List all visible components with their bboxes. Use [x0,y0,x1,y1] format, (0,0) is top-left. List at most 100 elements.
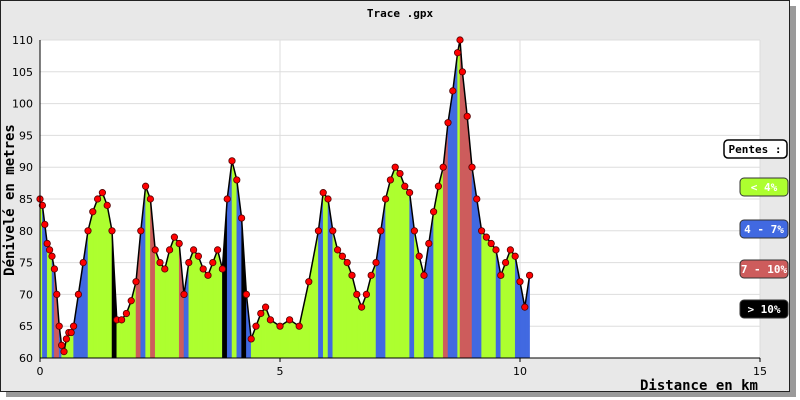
data-point [94,195,102,203]
slope-segment [49,249,53,359]
slope-segment [159,261,166,359]
data-point [319,189,327,197]
slope-segment [337,249,343,359]
legend-swatch [739,299,789,319]
data-point [60,348,68,356]
data-point [497,271,505,279]
legend-swatch [739,259,789,279]
data-point [214,246,222,254]
data-point [194,252,202,260]
y-tick-labels: 60 65 70 75 80 85 90 95 100 105 110 [12,34,33,365]
data-point [348,271,356,279]
data-point [132,278,140,286]
x-tick-label: 15 [753,365,767,378]
data-point [204,271,212,279]
data-point [175,239,183,248]
slope-segment [202,268,209,359]
data-point [295,322,303,330]
y-tick-label: 70 [19,288,33,301]
data-point [506,246,514,254]
data-point [329,227,337,235]
y-tick-label: 60 [19,352,33,365]
data-point [62,335,71,343]
data-point [401,182,409,190]
y-tick-label: 105 [12,66,33,79]
data-point [55,322,63,330]
slope-segment [390,167,396,359]
data-point [98,189,107,197]
data-point [199,265,207,273]
x-tick-label: 5 [277,365,284,378]
data-point [151,246,159,254]
data-point [156,258,164,267]
frame-shadow-right [790,6,796,396]
data-point [209,258,217,267]
data-point [170,233,178,241]
data-point [333,246,342,254]
y-tick-label: 65 [19,320,33,333]
legend-item: 7 - 10% [739,259,789,279]
data-point [444,119,452,127]
legend-label: > 10% [747,303,780,316]
data-point [391,163,399,171]
y-tick-label: 85 [19,193,33,206]
data-point [89,208,97,216]
data-point [242,290,250,298]
data-point [487,239,495,248]
slope-segment [385,179,391,359]
slope-segment [97,191,103,359]
legend-item: < 4% [739,177,789,197]
data-point [70,322,78,330]
y-tick-label: 95 [19,129,33,142]
data-point [305,278,313,286]
data-point [449,87,457,95]
data-point [180,290,188,298]
y-tick-label: 110 [12,34,33,47]
data-point [372,258,380,267]
data-point [190,246,198,254]
legend-label: < 4% [751,181,778,194]
slope-segment [399,173,406,359]
slope-segment [231,160,238,359]
y-tick-label: 75 [19,257,33,270]
data-point [425,239,433,248]
slope-segment [169,237,175,359]
data-point [463,112,471,120]
data-point [122,309,131,318]
data-point [57,341,66,349]
legend-swatch [739,219,789,239]
data-point [218,265,226,273]
data-point [247,335,255,343]
data-point [362,290,370,298]
slope-segment [404,185,410,359]
slope-segment [92,198,98,359]
data-point [79,258,87,267]
slope-segment [447,90,454,359]
data-point [516,278,524,286]
slope-segment [174,236,180,359]
data-point [127,297,135,305]
slope-segment [394,166,401,359]
data-point [381,195,390,203]
data-point [405,189,414,197]
data-point [166,246,174,254]
data-point [377,227,385,235]
slope-segment [102,192,108,359]
data-point [324,195,332,203]
data-point [525,271,534,279]
legend-swatch [739,177,789,197]
slope-segment [68,332,72,359]
y-tick-label: 80 [19,225,33,238]
y-tick-label: 90 [19,161,33,174]
data-point [456,36,464,44]
data-point [108,227,116,235]
data-point [521,303,529,311]
data-point [338,252,346,260]
data-point [473,195,481,203]
data-point [501,258,510,267]
data-point [353,290,361,298]
data-point [492,246,500,254]
data-point [511,252,519,260]
frame-shadow-bottom [6,392,796,397]
data-point [118,316,126,324]
